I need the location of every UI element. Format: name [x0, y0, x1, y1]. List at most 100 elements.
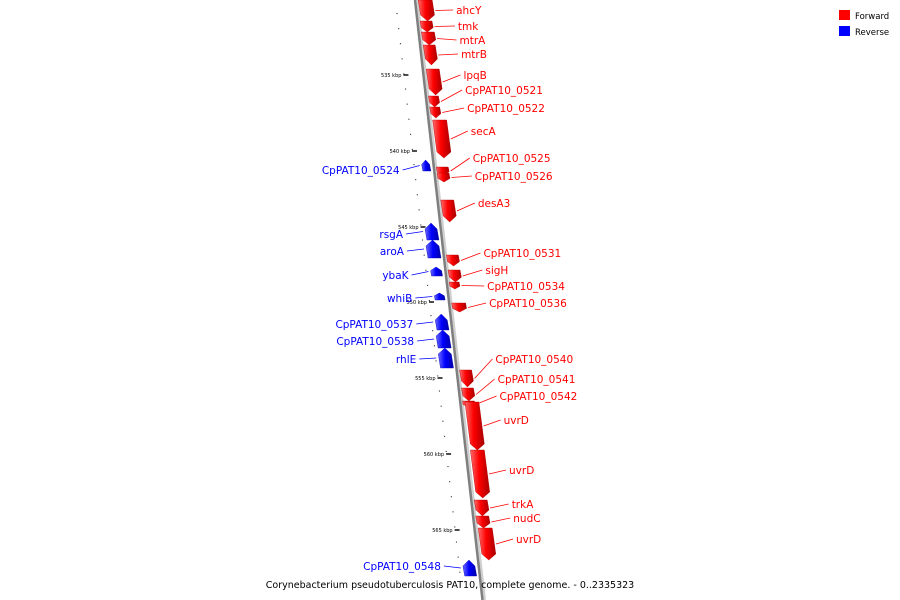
feature-glyph-seca[interactable]	[432, 119, 452, 159]
feature-label-cppat10_0525[interactable]: CpPAT10_0525	[473, 153, 551, 165]
feature-glyph-aroa[interactable]	[425, 239, 442, 259]
leader-line	[495, 538, 514, 545]
feature-label-whib[interactable]: whiB	[387, 293, 412, 305]
feature-label-cppat10_0534[interactable]: CpPAT10_0534	[487, 281, 565, 293]
feature-label-cppat10_0538[interactable]: CpPAT10_0538	[336, 336, 414, 348]
feature-label-nudc[interactable]: nudC	[513, 513, 540, 525]
feature-glyph-cppat10_0526[interactable]	[436, 172, 451, 183]
feature-label-rhle[interactable]: rhlE	[396, 354, 416, 366]
feature-glyph-trka[interactable]	[473, 499, 490, 517]
feature-glyph-mtra[interactable]	[421, 31, 437, 46]
feature-glyph-whib[interactable]	[434, 292, 446, 301]
leader-line	[462, 269, 483, 277]
tick-label: 545 kbp	[398, 225, 418, 231]
feature-label-mtrb[interactable]: mtrB	[461, 49, 487, 61]
leader-line	[456, 202, 476, 212]
feature-label-ahcy[interactable]: ahcY	[456, 5, 482, 17]
tick-label: 565 kbp	[432, 528, 452, 534]
feature-glyph-lpqb[interactable]	[425, 68, 443, 96]
feature-glyph-cppat10_0548[interactable]	[462, 559, 477, 577]
leader-line	[443, 565, 461, 569]
feature-label-lpqb[interactable]: lpqB	[463, 70, 486, 82]
feature-label-cppat10_0548[interactable]: CpPAT10_0548	[363, 561, 441, 573]
leader-line	[476, 395, 497, 405]
feature-glyph-cppat10_0522[interactable]	[429, 106, 442, 119]
feature-label-cppat10_0521[interactable]: CpPAT10_0521	[465, 85, 543, 97]
feature-glyph-tmk[interactable]	[419, 20, 434, 33]
feature-glyph-rsga[interactable]	[424, 222, 440, 241]
feature-label-ybak[interactable]: ybaK	[382, 270, 409, 282]
leader-line	[417, 338, 435, 342]
label-leaders	[402, 9, 514, 569]
feature-glyph-mtrb[interactable]	[422, 44, 438, 66]
genome-backbone	[413, 0, 486, 600]
feature-glyph-nudc[interactable]	[475, 515, 491, 529]
feature-glyph-ahcy[interactable]	[417, 0, 435, 22]
leader-line	[461, 285, 485, 287]
legend: Forward Reverse	[839, 10, 889, 38]
major-ticks: 535 kbp 540 kbp 545 kbp 550 kbp 555 kbp 560 k…	[381, 73, 460, 534]
feature-label-cppat10_0542[interactable]: CpPAT10_0542	[500, 391, 578, 403]
feature-label-desa3[interactable]: desA3	[478, 198, 510, 210]
feature-glyph-cppat10_0538[interactable]	[435, 329, 452, 349]
feature-label-cppat10_0541[interactable]: CpPAT10_0541	[498, 374, 576, 386]
feature-label-cppat10_0537[interactable]: CpPAT10_0537	[335, 319, 413, 331]
feature-glyph-cppat10_0540[interactable]	[459, 369, 474, 388]
leader-line	[437, 38, 457, 41]
feature-glyph-rhle[interactable]	[438, 347, 454, 369]
leader-line	[483, 419, 501, 427]
feature-label-cppat10_0536[interactable]: CpPAT10_0536	[489, 298, 567, 310]
feature-label-trka[interactable]: trkA	[512, 499, 535, 511]
leader-line	[442, 74, 461, 83]
tick-label: 540 kbp	[390, 149, 410, 155]
feature-glyph-cppat10_0524[interactable]	[421, 159, 432, 172]
feature-label-sigh[interactable]: sigH	[485, 265, 508, 277]
tick-label: 555 kbp	[415, 376, 435, 382]
minor-ticks	[396, 13, 461, 573]
leader-line	[419, 357, 437, 360]
feature-glyph-cppat10_0521[interactable]	[428, 95, 440, 108]
feature-glyph-cppat10_0536[interactable]	[451, 302, 467, 313]
feature-label-rsga[interactable]: rsgA	[379, 229, 403, 241]
feature-glyph-sigh[interactable]	[447, 269, 462, 283]
tick-label: 560 kbp	[424, 452, 444, 458]
feature-label-mtra[interactable]: mtrA	[460, 35, 487, 47]
feature-label-cppat10_0526[interactable]: CpPAT10_0526	[475, 171, 553, 183]
feature-glyph-cppat10_0534[interactable]	[448, 281, 461, 290]
leader-line	[434, 25, 455, 27]
leader-line	[451, 175, 472, 178]
legend-label-forward: Forward	[855, 12, 889, 22]
feature-label-uvrd[interactable]: uvrD	[516, 534, 541, 546]
feature-label-uvrd[interactable]: uvrD	[504, 415, 529, 427]
feature-label-uvrd[interactable]: uvrD	[509, 465, 534, 477]
feature-glyph-cppat10_0541[interactable]	[461, 387, 476, 402]
feature-label-cppat10_0540[interactable]: CpPAT10_0540	[495, 354, 573, 366]
feature-glyph-cppat10_0531[interactable]	[446, 254, 460, 267]
leader-line	[435, 9, 454, 11]
feature-label-cppat10_0524[interactable]: CpPAT10_0524	[322, 165, 400, 177]
leader-line	[475, 378, 495, 395]
feature-glyph-uvrd[interactable]	[464, 401, 485, 451]
feature-label-cppat10_0522[interactable]: CpPAT10_0522	[467, 103, 545, 115]
leader-line	[488, 469, 507, 475]
features	[417, 0, 497, 577]
leader-line	[402, 165, 420, 171]
feature-glyph-cppat10_0537[interactable]	[435, 313, 450, 331]
feature-label-cppat10_0531[interactable]: CpPAT10_0531	[483, 248, 561, 260]
feature-label-aroa[interactable]: aroA	[380, 246, 405, 258]
leader-line	[491, 517, 511, 523]
leader-line	[460, 252, 481, 261]
feature-labels: ahcY tmk mtrA mtrB lpqB CpPAT10_0521 CpPAT10_0…	[322, 5, 577, 573]
feature-glyph-uvrd[interactable]	[477, 527, 497, 561]
leader-line	[450, 157, 471, 172]
feature-label-seca[interactable]: secA	[471, 126, 497, 138]
feature-glyph-uvrd[interactable]	[470, 449, 490, 499]
leader-line	[438, 53, 459, 56]
feature-glyph-desa3[interactable]	[440, 199, 457, 223]
leader-line	[405, 231, 424, 235]
feature-glyph-ybak[interactable]	[430, 266, 443, 277]
legend-swatch-forward	[839, 10, 850, 20]
feature-label-tmk[interactable]: tmk	[458, 21, 479, 33]
leader-line	[468, 302, 487, 308]
